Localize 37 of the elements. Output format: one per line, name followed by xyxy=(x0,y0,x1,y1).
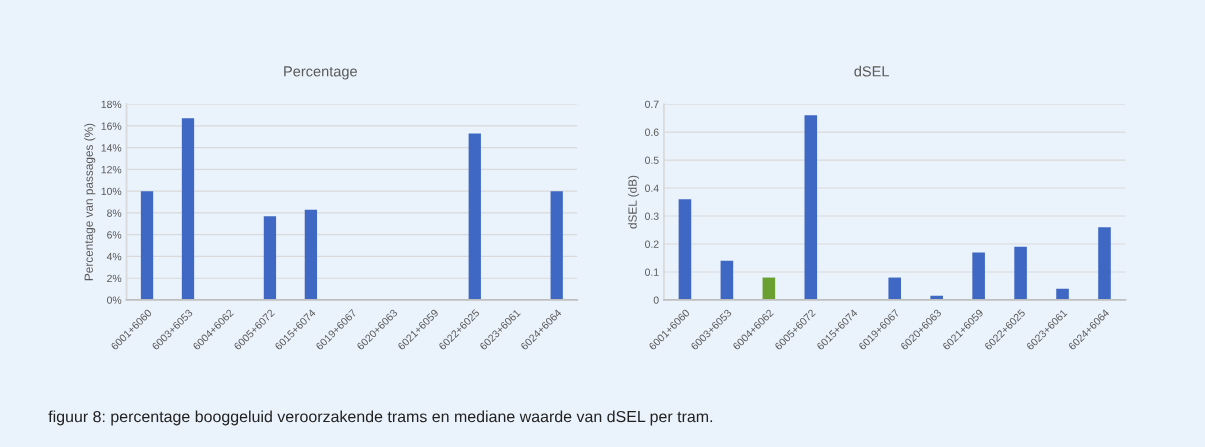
bar xyxy=(720,260,734,300)
y-tick-label: 6% xyxy=(107,231,122,239)
bar xyxy=(550,191,563,300)
bar xyxy=(304,209,318,300)
y-tick-label: 0.1 xyxy=(645,268,659,276)
chart-title: dSEL xyxy=(854,65,889,77)
bar xyxy=(678,199,692,300)
y-tick-label: 0 xyxy=(653,296,659,304)
bar xyxy=(888,277,902,300)
bar xyxy=(263,216,277,300)
y-tick-label: 0.4 xyxy=(645,184,659,192)
y-tick-label: 0.3 xyxy=(645,212,659,220)
bar xyxy=(468,133,481,300)
y-tick-label: 10% xyxy=(101,187,122,196)
y-tick-label: 0.5 xyxy=(645,156,659,164)
bar xyxy=(1098,227,1111,300)
y-tick-label: 8% xyxy=(107,209,122,217)
bar xyxy=(804,115,818,300)
y-axis-title: Percentage van passages (%) xyxy=(84,123,96,281)
y-tick-label: 0% xyxy=(107,296,122,304)
y-tick-label: 0.6 xyxy=(645,128,659,136)
bar xyxy=(972,252,985,300)
bar xyxy=(1014,246,1027,300)
y-tick-label: 2% xyxy=(107,274,122,283)
y-tick-label: 16% xyxy=(101,122,122,130)
y-tick-label: 18% xyxy=(101,100,122,109)
y-tick-label: 4% xyxy=(106,252,122,261)
bar xyxy=(1056,288,1069,300)
y-tick-label: 14% xyxy=(101,144,122,152)
bar xyxy=(181,118,195,300)
y-tick-label: 0.2 xyxy=(645,240,659,248)
y-tick-label: 0.7 xyxy=(645,100,659,109)
text: figuur 8: percentage booggeluid veroorzakende trams en mediane waarde van dSEL per tram. xyxy=(48,410,713,426)
y-tick-label: 12% xyxy=(101,165,122,174)
bar xyxy=(140,191,154,300)
y-axis-title: dSEL (dB) xyxy=(628,175,640,229)
chart-title: Percentage xyxy=(284,66,357,80)
